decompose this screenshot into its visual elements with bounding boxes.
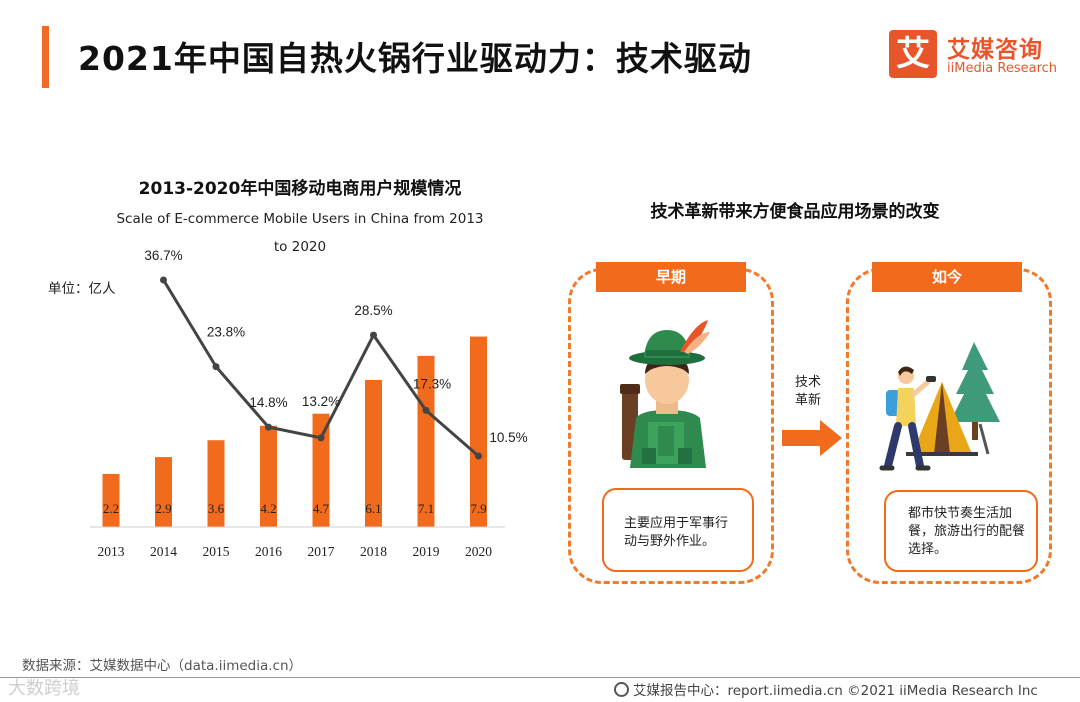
x-tick-label: 2018 (360, 544, 387, 559)
growth-point (212, 363, 220, 371)
bar-value-label: 3.6 (208, 501, 225, 516)
bar-value-label: 4.7 (313, 501, 330, 516)
x-tick-label: 2015 (203, 544, 230, 559)
title-accent-bar (42, 26, 49, 88)
growth-label: 10.5% (489, 430, 527, 445)
bar (365, 379, 382, 527)
growth-point (370, 331, 377, 339)
brand-logo: 艾 艾媒咨询 iiMedia Research (889, 30, 1069, 82)
growth-point (422, 406, 430, 414)
page-title: 2021年中国自热火锅行业驱动力：技术驱动 (78, 39, 752, 78)
growth-point (265, 423, 272, 431)
bar (312, 413, 330, 527)
bar (417, 355, 435, 527)
arrow-label-line1: 技术 (794, 375, 821, 390)
soldier-illustration (620, 320, 710, 468)
footer-credit: 艾媒报告中心：report.iimedia.cn ©2021 iiMedia R… (614, 679, 1038, 699)
camping-illustration (879, 342, 1000, 471)
globe-icon (614, 682, 629, 697)
bar-value-label: 7.9 (470, 501, 486, 516)
bar (260, 425, 277, 527)
growth-label: 13.2% (302, 394, 340, 409)
x-tick-label: 2016 (255, 544, 282, 559)
growth-label: 28.5% (354, 303, 392, 318)
bar (102, 473, 120, 527)
early-description: 主要应用于军事行动与野外作业。 (602, 488, 754, 572)
chart-title: 2013-2020年中国移动电商用户规模情况 (138, 179, 462, 199)
panel-title: 技术革新带来方便食品应用场景的改变 (650, 202, 940, 222)
growth-label: 36.7% (144, 248, 182, 263)
chart-subtitle: Scale of E-commerce Mobile Users in Chin… (116, 211, 484, 255)
bar (155, 457, 172, 527)
x-tick-label: 2017 (308, 544, 335, 559)
bar (207, 440, 225, 527)
growth-point (475, 452, 482, 460)
early-tag: 早期 (596, 262, 746, 292)
growth-label: 23.8% (207, 325, 245, 340)
x-tick-label: 2013 (98, 544, 125, 559)
x-tick-label: 2014 (150, 544, 177, 559)
logo-chinese-name: 艾媒咨询 (947, 37, 1043, 63)
x-tick-label: 2019 (413, 544, 440, 559)
bar-value-label: 2.9 (155, 501, 171, 516)
footer-credit-text: 艾媒报告中心：report.iimedia.cn ©2021 iiMedia R… (633, 683, 1038, 699)
growth-point (317, 434, 325, 442)
unit-label: 单位：亿人 (48, 281, 116, 297)
combo-chart: 2.2 2013 2.9 2014 3.6 2015 4.2 2016 4.7 2017 6.1 20… (90, 248, 528, 559)
growth-label: 14.8% (249, 395, 287, 410)
footer-divider (0, 677, 1080, 678)
bar-value-label: 7.1 (418, 501, 434, 516)
bar-value-label: 4.2 (260, 501, 276, 516)
bar-value-label: 6.1 (365, 501, 381, 516)
arrow-label: 技术 革新 (780, 374, 836, 410)
growth-label: 17.3% (413, 376, 451, 391)
bar-value-label: 2.2 (103, 501, 119, 516)
data-source: 数据来源：艾媒数据中心（data.iimedia.cn） (22, 658, 303, 674)
watermark-text: 大数跨境 (8, 678, 80, 699)
now-description: 都市快节奏生活加餐，旅游出行的配餐选择。 (884, 490, 1038, 572)
growth-point (160, 276, 167, 284)
arrow-label-line2: 革新 (794, 393, 821, 408)
logo-english-name: iiMedia Research (947, 61, 1058, 76)
logo-mark: 艾 (889, 30, 937, 78)
now-tag: 如今 (872, 262, 1022, 292)
right-arrow-icon (782, 420, 842, 456)
bar (470, 336, 487, 527)
x-tick-label: 2020 (465, 544, 492, 559)
